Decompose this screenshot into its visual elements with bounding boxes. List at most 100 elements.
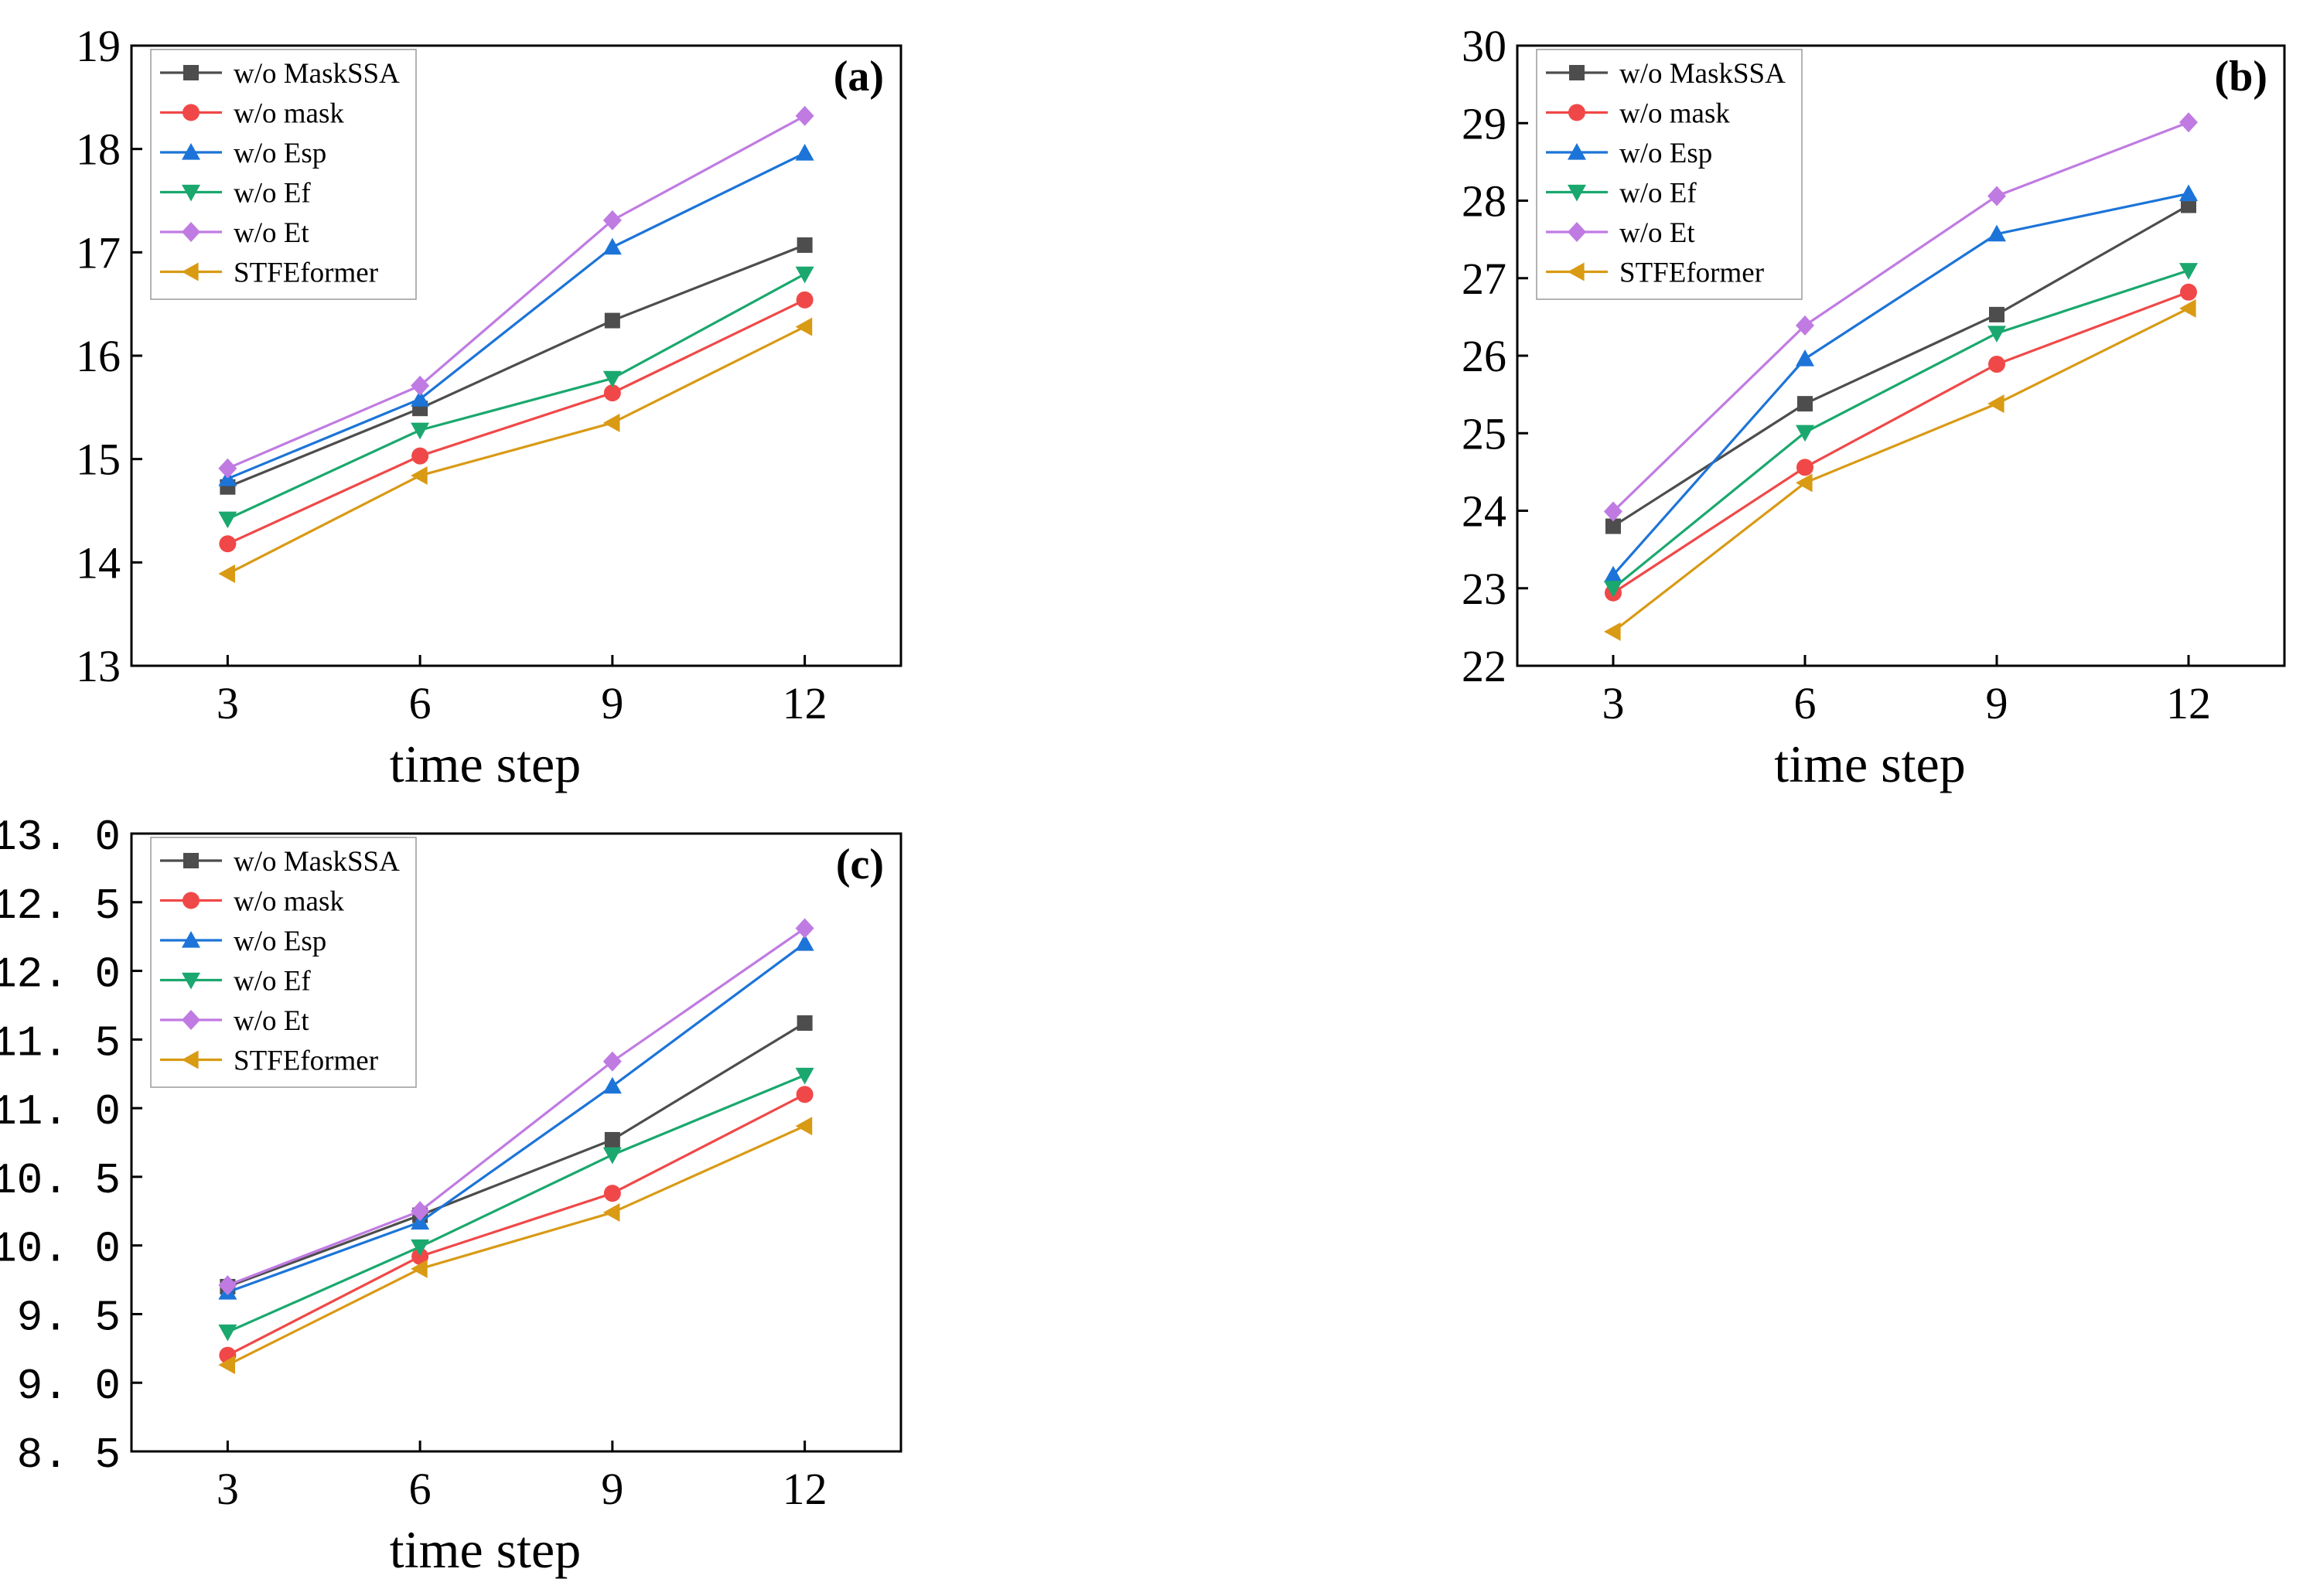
chart-panel-2: 22 23 24 25 26 27 28 29 30 3 6 9 12 time step (b) w/o M…: [1462, 21, 2286, 793]
legend-marker: [1568, 143, 1586, 160]
data-point-w-o-esp: [1796, 350, 1814, 367]
legend-marker: [182, 1050, 199, 1069]
legend-label-stfeformer: STFEformer: [234, 1045, 378, 1077]
y-tick-label: 28: [1462, 176, 1506, 227]
y-tick-label: 30: [1462, 21, 1506, 71]
data-point-w-o-esp: [795, 934, 814, 951]
series-line-w-o-maskssa: [1612, 204, 2189, 527]
data-point-w-o-mask: [1796, 459, 1813, 476]
data-point-w-o-maskssa: [604, 1131, 620, 1148]
series-line-w-o-maskssa: [227, 244, 806, 489]
y-tick-label: 8. 5: [17, 1431, 121, 1480]
plot-frame: [130, 832, 902, 1453]
x-axis-title: time step: [390, 735, 581, 793]
series-line-w-o-et: [227, 114, 806, 470]
series-w-o-ef: [218, 1067, 814, 1342]
legend-label-w-o-et: w/o Et: [234, 217, 309, 249]
series-w-o-ef: [218, 266, 814, 529]
x-tick-label: 3: [1602, 678, 1625, 728]
legend-label-w-o-esp: w/o Esp: [234, 138, 326, 169]
legend-label-stfeformer: STFEformer: [234, 257, 378, 289]
legend-marker: [182, 184, 200, 202]
data-point-w-o-ef: [2179, 263, 2198, 280]
y-tick-label: 10. 0: [0, 1225, 121, 1274]
legend-label-w-o-maskssa: w/o MaskSSA: [1619, 58, 1786, 90]
data-point-w-o-esp: [795, 144, 814, 161]
y-tick-label: 26: [1462, 331, 1506, 381]
data-point-w-o-ef: [602, 1147, 622, 1165]
x-tick-label: 6: [409, 1464, 432, 1514]
data-point-stfeformer: [411, 1259, 428, 1278]
y-tick-label: 12. 0: [0, 950, 121, 1000]
series-w-o-esp: [1604, 184, 2198, 583]
chart-panel-1: 13 14 15 16 17 18 19 3 6 9 12 time step (a) w/o MaskS…: [76, 21, 902, 793]
data-point-w-o-mask: [2180, 283, 2197, 301]
y-tick-label: 13: [76, 641, 121, 691]
data-point-w-o-maskssa: [1989, 306, 2004, 322]
data-point-w-o-mask: [796, 291, 814, 309]
data-point-w-o-esp: [2179, 184, 2198, 202]
y-tick-label: 12. 5: [0, 882, 121, 931]
x-tick-label: 3: [217, 1464, 239, 1514]
y-tick-label: 10. 5: [0, 1156, 121, 1206]
legend-label-stfeformer: STFEformer: [1619, 257, 1764, 289]
data-point-w-o-ef: [411, 422, 430, 440]
x-tick-label: 12: [783, 678, 827, 728]
data-point-w-o-et: [795, 105, 814, 126]
x-tick-label: 9: [601, 1464, 623, 1514]
series-line-w-o-esp: [227, 152, 806, 480]
data-point-w-o-ef: [1987, 326, 2006, 343]
legend-marker: [182, 931, 200, 948]
y-tick-label: 16: [76, 331, 121, 381]
legend-box: [150, 837, 417, 1088]
y-tick-label: 14: [76, 537, 121, 588]
series-line-w-o-ef: [227, 272, 806, 520]
x-tick-label: 6: [1794, 678, 1817, 728]
data-point-w-o-et: [411, 1201, 430, 1222]
series-line-stfeformer: [227, 1124, 806, 1366]
y-tick-label: 13. 0: [0, 813, 121, 862]
y-tick-label: 25: [1462, 408, 1506, 459]
legend: w/o MaskSSA w/o mask w/o Esp w/o Ef w/o Et ST…: [150, 837, 417, 1088]
data-point-w-o-ef: [795, 266, 814, 284]
y-tick-label: 9. 0: [17, 1362, 121, 1411]
legend-marker: [182, 972, 200, 990]
data-point-w-o-esp: [602, 1076, 622, 1094]
series-stfeformer: [218, 317, 813, 584]
data-point-w-o-et: [795, 918, 814, 939]
legend-marker: [182, 262, 199, 281]
series-line-w-o-mask: [1612, 291, 2189, 595]
data-point-stfeformer: [795, 317, 813, 336]
data-point-w-o-maskssa: [1605, 518, 1621, 534]
series-w-o-et: [1604, 112, 2198, 522]
series-w-o-maskssa: [1605, 197, 2196, 534]
data-point-w-o-ef: [218, 511, 237, 529]
data-point-w-o-et: [2179, 112, 2198, 133]
legend-marker: [182, 143, 200, 160]
x-tick-label: 3: [217, 678, 239, 728]
x-tick-label: 9: [601, 678, 623, 728]
data-point-w-o-et: [1987, 186, 2006, 206]
chart-panel-3: 8. 5 9. 0 9. 5 10. 0 10. 5 11. 0 11. 5 12. 0 12.…: [0, 813, 902, 1579]
data-point-w-o-mask: [411, 1247, 429, 1265]
panel-label: (a): [834, 53, 884, 101]
data-point-w-o-maskssa: [2181, 197, 2196, 213]
data-point-w-o-esp: [602, 237, 622, 255]
legend-label-w-o-mask: w/o mask: [234, 98, 344, 130]
legend-label-w-o-ef: w/o Ef: [234, 178, 311, 210]
y-tick-label: 19: [76, 21, 121, 71]
data-point-w-o-ef: [1604, 581, 1622, 598]
legend-label-w-o-ef: w/o Ef: [1619, 178, 1697, 210]
legend-label-w-o-et: w/o Et: [234, 1005, 309, 1037]
legend-label-w-o-mask: w/o mask: [234, 886, 344, 918]
series-stfeformer: [1604, 298, 2196, 641]
legend-label-w-o-mask: w/o mask: [1619, 98, 1730, 130]
series-w-o-ef: [1604, 263, 2198, 598]
series-w-o-mask: [219, 1086, 814, 1364]
y-tick-label: 29: [1462, 98, 1506, 148]
legend-label-w-o-esp: w/o Esp: [234, 926, 326, 957]
x-tick-label: 12: [2166, 678, 2211, 728]
data-point-stfeformer: [218, 1356, 235, 1375]
data-point-w-o-mask: [603, 384, 621, 402]
